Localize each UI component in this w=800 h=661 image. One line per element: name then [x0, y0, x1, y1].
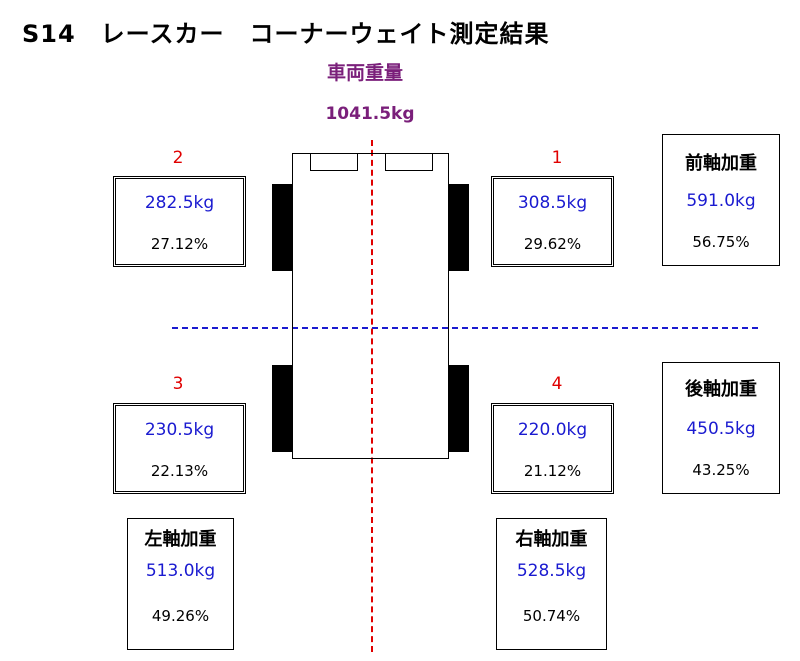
tire-front-right	[449, 184, 469, 271]
corner-4-percent: 21.12%	[523, 462, 582, 480]
corner-3-percent: 22.13%	[150, 462, 209, 480]
right-side-label: 右軸加重	[515, 529, 588, 550]
tire-rear-right	[449, 365, 469, 452]
corner-3-weight: 230.5kg	[144, 420, 215, 440]
right-side-percent: 50.74%	[522, 607, 581, 625]
corner-number-2: 2	[172, 148, 184, 168]
tire-rear-left	[272, 365, 292, 452]
center-line	[371, 140, 373, 652]
left-side-box: 左軸加重 513.0kg 49.26%	[127, 518, 234, 650]
rear-axle-label: 後軸加重	[685, 379, 757, 400]
corner-box-4: 220.0kg 21.12%	[491, 403, 614, 494]
rear-axle-box: 後軸加重 450.5kg 43.25%	[662, 362, 780, 494]
total-weight-label: 車両重量	[326, 62, 403, 84]
front-axle-percent: 56.75%	[692, 233, 750, 251]
total-weight-value: 1041.5kg	[325, 104, 415, 124]
left-front-window	[310, 153, 358, 171]
left-side-percent: 49.26%	[151, 607, 210, 625]
front-axle-weight: 591.0kg	[686, 191, 756, 211]
corner-number-4: 4	[551, 374, 563, 394]
corner-1-percent: 29.62%	[523, 235, 582, 253]
front-axle-box: 前軸加重 591.0kg 56.75%	[662, 134, 780, 266]
corner-2-weight: 282.5kg	[144, 193, 215, 213]
left-side-weight: 513.0kg	[145, 561, 216, 581]
left-side-label: 左軸加重	[144, 529, 217, 550]
right-side-weight: 528.5kg	[516, 561, 587, 581]
corner-number-1: 1	[551, 148, 563, 168]
corner-box-3: 230.5kg 22.13%	[113, 403, 246, 494]
front-axle-label: 前軸加重	[685, 153, 757, 174]
rear-axle-weight: 450.5kg	[686, 419, 756, 439]
corner-4-weight: 220.0kg	[517, 420, 588, 440]
tire-front-left	[272, 184, 292, 271]
corner-2-percent: 27.12%	[150, 235, 209, 253]
axle-divider-line	[172, 327, 758, 329]
corner-box-2: 282.5kg 27.12%	[113, 176, 246, 267]
right-front-window	[385, 153, 433, 171]
rear-axle-percent: 43.25%	[692, 461, 750, 479]
corner-number-3: 3	[172, 374, 184, 394]
corner-1-weight: 308.5kg	[517, 193, 588, 213]
corner-box-1: 308.5kg 29.62%	[491, 176, 614, 267]
page-title: S14 レースカー コーナーウェイト測定結果	[22, 20, 550, 48]
right-side-box: 右軸加重 528.5kg 50.74%	[496, 518, 607, 650]
car-body	[292, 153, 449, 459]
